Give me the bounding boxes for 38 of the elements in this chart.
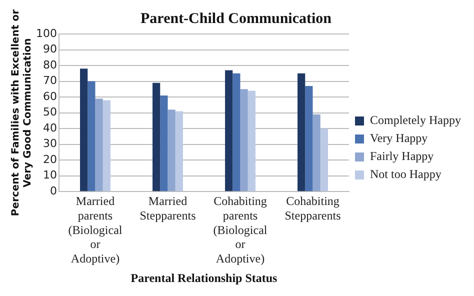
- bar: [88, 81, 96, 192]
- bar: [248, 90, 256, 192]
- bar: [312, 114, 320, 192]
- legend-label: Fairly Happy: [370, 149, 434, 164]
- bar: [305, 86, 313, 192]
- x-tick-label: Cohabiting Stepparents: [284, 194, 342, 222]
- y-tick-label: 90: [42, 42, 57, 56]
- y-tick-label: 70: [42, 74, 57, 88]
- bar: [232, 73, 240, 192]
- chart-title: Parent-Child Communication: [140, 10, 332, 27]
- y-tick-label: 30: [42, 137, 57, 150]
- bar: [298, 73, 306, 192]
- legend-label: Not too Happy: [370, 167, 442, 182]
- y-tick-label: 20: [42, 152, 57, 166]
- y-tick-label: 80: [42, 58, 57, 72]
- y-tick-label: 40: [42, 121, 57, 134]
- bar: [168, 110, 176, 192]
- y-tick-label: 0: [50, 184, 57, 198]
- x-tick-label: Married Stepparents: [140, 194, 196, 222]
- bar: [80, 68, 88, 192]
- bar: [152, 82, 160, 192]
- legend-label: Completely Happy: [370, 113, 461, 128]
- legend-label: Very Happy: [370, 131, 428, 146]
- y-axis-title: Percent of Families with Excellent or Very Good Communication: [10, 9, 34, 216]
- x-axis-title: Parental Relationship Status: [130, 270, 278, 285]
- bar: [160, 95, 168, 192]
- y-tick-label: 60: [42, 90, 57, 103]
- bar: [102, 100, 110, 192]
- bar: [240, 89, 248, 192]
- bar: [225, 70, 233, 192]
- y-tick-label: 10: [42, 168, 57, 182]
- bar: [320, 128, 328, 192]
- bar: [95, 98, 103, 192]
- y-tick-label: 50: [42, 106, 57, 119]
- y-tick-label: 100: [36, 26, 57, 40]
- bar: [175, 111, 183, 192]
- x-tick-label: Cohabiting parents (Biological or Adoptive): [213, 194, 268, 266]
- x-tick-label: Married parents (Biological or Adoptive): [68, 194, 123, 266]
